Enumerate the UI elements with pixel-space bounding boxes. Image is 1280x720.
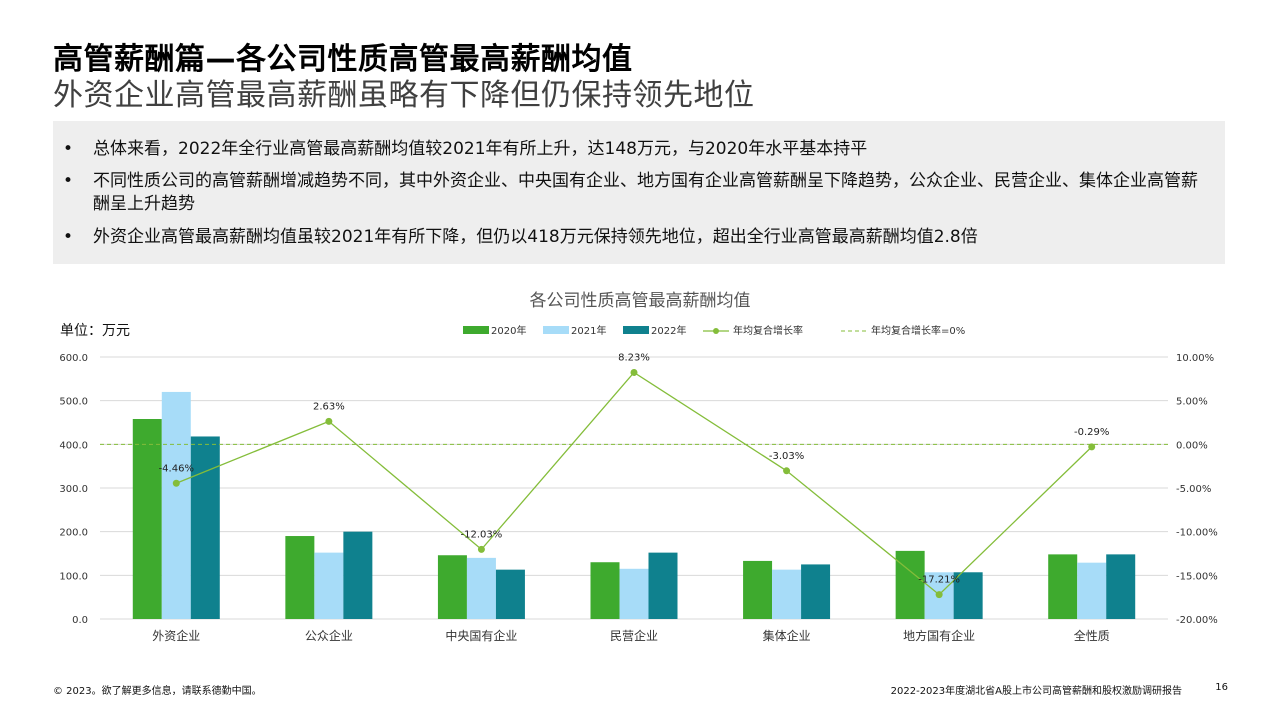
legend-label: 年均复合增长率 xyxy=(733,324,803,337)
page-subtitle: 外资企业高管最高薪酬虽略有下降但仍保持领先地位 xyxy=(53,78,755,113)
cagr-data-label: -17.21% xyxy=(918,575,960,586)
bullet-dot: • xyxy=(62,171,74,191)
y-left-tick-label: 500.0 xyxy=(59,397,88,408)
bullet-text: 外资企业高管最高薪酬均值虽较2021年有所下降，但仍以418万元保持领先地位，超… xyxy=(93,227,978,247)
y-left-tick-label: 300.0 xyxy=(59,484,88,495)
x-tick-label: 中央国有企业 xyxy=(445,628,517,643)
cagr-point xyxy=(630,368,638,376)
bar-2020年 xyxy=(132,419,162,619)
bar-2022年 xyxy=(648,552,678,619)
bullet-text: 不同性质公司的高管薪酬增减趋势不同，其中外资企业、中央国有企业、地方国有企业高管… xyxy=(93,171,1198,214)
y-left-tick-label: 0.0 xyxy=(72,615,88,626)
cagr-point xyxy=(325,417,333,425)
y-right-tick-label: -10.00% xyxy=(1176,528,1218,539)
bar-2022年 xyxy=(190,436,220,619)
legend-swatch xyxy=(543,326,569,334)
y-right-tick-label: 0.00% xyxy=(1176,440,1208,451)
bar-2020年 xyxy=(895,550,925,619)
legend-swatch xyxy=(713,328,719,334)
bar-2022年 xyxy=(343,531,373,619)
bar-2021年 xyxy=(1077,562,1107,619)
footer-report-title: 2022-2023年度湖北省A股上市公司高管薪酬和股权激励调研报告 xyxy=(890,686,1182,697)
page-number: 16 xyxy=(1215,682,1228,693)
legend-label: 2020年 xyxy=(491,324,526,337)
footer-copyright: © 2023。欲了解更多信息，请联系德勤中国。 xyxy=(53,686,262,697)
bar-2021年 xyxy=(619,568,649,619)
bar-2022年 xyxy=(801,564,831,619)
legend-swatch xyxy=(463,326,489,334)
y-right-tick-label: 5.00% xyxy=(1176,397,1208,408)
y-right-tick-label: -15.00% xyxy=(1176,571,1218,582)
x-tick-label: 公众企业 xyxy=(305,628,353,643)
cagr-data-label: 8.23% xyxy=(618,352,650,363)
legend-label: 2022年 xyxy=(651,324,686,337)
bar-2021年 xyxy=(161,391,191,619)
x-tick-label: 外资企业 xyxy=(152,628,200,643)
cagr-point xyxy=(477,545,485,553)
bar-2022年 xyxy=(953,572,983,619)
y-left-tick-label: 200.0 xyxy=(59,528,88,539)
bar-2020年 xyxy=(1048,554,1078,619)
y-right-tick-label: -5.00% xyxy=(1176,484,1211,495)
cagr-point xyxy=(1088,443,1096,451)
unit-label: 单位：万元 xyxy=(60,323,130,339)
cagr-data-label: -0.29% xyxy=(1074,427,1109,438)
bullet-dot: • xyxy=(62,227,74,247)
y-left-tick-label: 400.0 xyxy=(59,440,88,451)
bar-2020年 xyxy=(437,555,467,619)
y-left-tick-label: 100.0 xyxy=(59,571,88,582)
cagr-data-label: -12.03% xyxy=(461,529,503,540)
bar-2021年 xyxy=(466,557,496,619)
legend-label: 2021年 xyxy=(571,324,606,337)
bar-2022年 xyxy=(1106,554,1136,619)
bar-2021年 xyxy=(314,552,344,619)
bullet-dot: • xyxy=(62,139,74,159)
summary-box: • 总体来看，2022年全行业高管最高薪酬均值较2021年有所上升，达148万元… xyxy=(53,121,1225,264)
legend-label: 年均复合增长率=0% xyxy=(871,324,965,337)
x-tick-label: 地方国有企业 xyxy=(903,628,975,643)
cagr-data-label: 2.63% xyxy=(313,401,345,412)
chart-title: 各公司性质高管最高薪酬均值 xyxy=(529,291,751,311)
x-tick-label: 集体企业 xyxy=(763,628,811,643)
page-title: 高管薪酬篇—各公司性质高管最高薪酬均值 xyxy=(53,42,633,77)
cagr-data-label: -3.03% xyxy=(769,451,804,462)
bar-2020年 xyxy=(743,560,773,619)
cagr-point xyxy=(172,479,180,487)
y-left-tick-label: 600.0 xyxy=(59,353,88,364)
x-tick-label: 全性质 xyxy=(1074,628,1110,643)
x-tick-label: 民营企业 xyxy=(610,628,658,643)
bar-2020年 xyxy=(590,562,620,619)
legend-swatch xyxy=(623,326,649,334)
cagr-data-label: -4.46% xyxy=(159,463,194,474)
bar-2021年 xyxy=(772,569,802,619)
bar-2022年 xyxy=(495,569,525,619)
y-right-tick-label: 10.00% xyxy=(1176,353,1214,364)
bullet-text: 总体来看，2022年全行业高管最高薪酬均值较2021年有所上升，达148万元，与… xyxy=(93,139,868,159)
y-right-tick-label: -20.00% xyxy=(1176,615,1218,626)
cagr-point xyxy=(783,467,791,475)
bar-2020年 xyxy=(285,536,315,619)
cagr-point xyxy=(935,591,943,599)
